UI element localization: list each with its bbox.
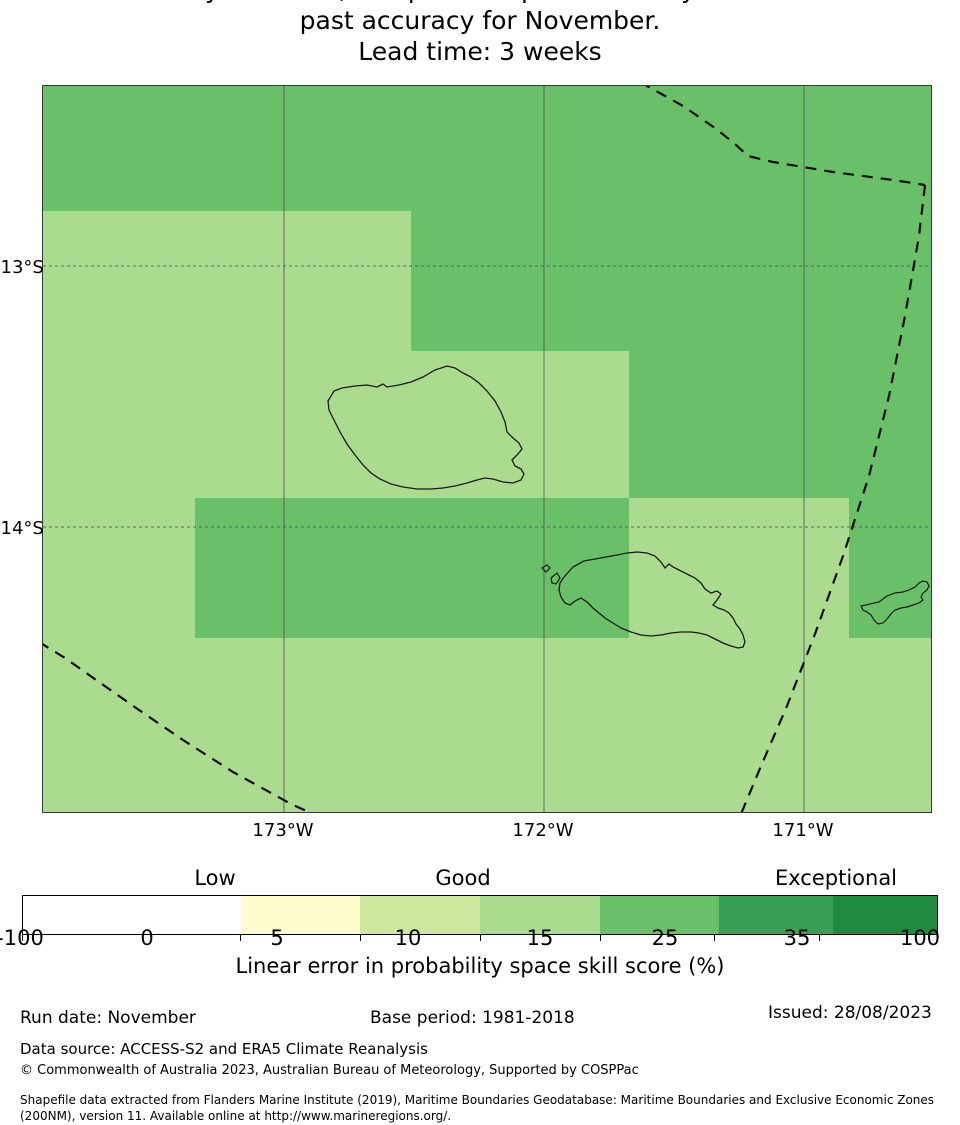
y-tick-label-14: -14°S <box>0 518 44 539</box>
colorbar-axis-title: Linear error in probability space skill … <box>235 954 725 978</box>
footer-run-date: Run date: November <box>20 1008 196 1028</box>
colorbar-tickmark-neg100 <box>22 934 23 941</box>
eez-boundary-southwest <box>43 643 312 812</box>
chart-title: Forecast system skill, compared to past … <box>0 0 960 67</box>
x-tick-label-172: 172°W <box>512 820 574 841</box>
colorbar-seg-0-5 <box>240 896 361 934</box>
colorbar-category-low: Low <box>194 866 236 890</box>
colorbar-label-0: 0 <box>140 926 154 950</box>
coastline-upolu <box>558 551 746 649</box>
map-svg <box>43 86 931 812</box>
colorbar-seg-25-35 <box>719 896 833 934</box>
colorbar-tickmark-35 <box>819 934 820 941</box>
footer-data-source: Data source: ACCESS-S2 and ERA5 Climate … <box>20 1040 428 1058</box>
coastline-islet-apolima <box>541 564 551 573</box>
heatmap-cells <box>43 86 931 812</box>
colorbar-tickmark-25 <box>714 934 715 941</box>
title-line-3: Lead time: 3 weeks <box>358 37 602 66</box>
footer-copyright: © Commonwealth of Australia 2023, Austra… <box>20 1063 639 1078</box>
skill-score-map <box>42 85 932 813</box>
cell-row2-right <box>411 211 931 351</box>
x-tick-label-171: 171°W <box>772 820 834 841</box>
colorbar-tickmark-100 <box>937 934 938 941</box>
cell-row2-left <box>43 211 411 351</box>
cell-row4-right-dark <box>849 498 931 638</box>
map-gridlines <box>43 265 931 528</box>
cell-right-col-dark <box>849 351 931 498</box>
footer-shapefile-attribution: Shapefile data extracted from Flanders M… <box>20 1093 935 1123</box>
colorbar-label-10: 10 <box>394 926 422 950</box>
coastline-tutuila <box>860 580 930 625</box>
coastline-savaii <box>327 365 525 490</box>
colorbar-tickmark-5 <box>360 934 361 941</box>
colorbar-seg-10-15 <box>479 896 600 934</box>
cell-row4-mid-dark <box>195 498 629 638</box>
colorbar-label-15: 15 <box>526 926 554 950</box>
colorbar-gradient <box>22 895 938 935</box>
colorbar-seg-35-100 <box>832 896 937 934</box>
eez-boundary-lines <box>43 86 927 812</box>
colorbar-seg-15-25 <box>599 896 720 934</box>
colorbar-label-neg100: -100 <box>0 926 44 950</box>
title-line-2: past accuracy for November. <box>299 6 661 35</box>
y-tick-label-13: -13°S <box>0 257 44 278</box>
colorbar-label-100: 100 <box>899 926 941 950</box>
colorbar <box>22 895 938 935</box>
map-gridlines-vertical <box>283 86 805 812</box>
colorbar-tickmark-10 <box>480 934 481 941</box>
coastline-islet-manono <box>550 572 561 585</box>
colorbar-label-35: 35 <box>783 926 811 950</box>
colorbar-tickmark-0 <box>240 934 241 941</box>
colorbar-tickmark-15 <box>600 934 601 941</box>
colorbar-label-5: 5 <box>270 926 284 950</box>
footer-base-period: Base period: 1981-2018 <box>370 1008 575 1028</box>
colorbar-category-good: Good <box>435 866 491 890</box>
colorbar-seg-5-10 <box>360 896 480 934</box>
footer: Run date: November Base period: 1981-201… <box>0 1003 960 1123</box>
footer-row-primary: Run date: November Base period: 1981-201… <box>0 1003 960 1036</box>
title-line-1: Forecast system skill, compared to past … <box>0 0 960 5</box>
eez-boundary-east <box>740 184 927 812</box>
cell-top-band <box>43 86 931 211</box>
colorbar-category-exceptional: Exceptional <box>774 866 898 890</box>
colorbar-label-25: 25 <box>651 926 679 950</box>
footer-issued-date: Issued: 28/08/2023 <box>768 1003 932 1023</box>
eez-boundary-north <box>644 86 926 187</box>
x-tick-label-173: 173°W <box>252 820 314 841</box>
colorbar-seg-neg100-0 <box>23 896 241 934</box>
